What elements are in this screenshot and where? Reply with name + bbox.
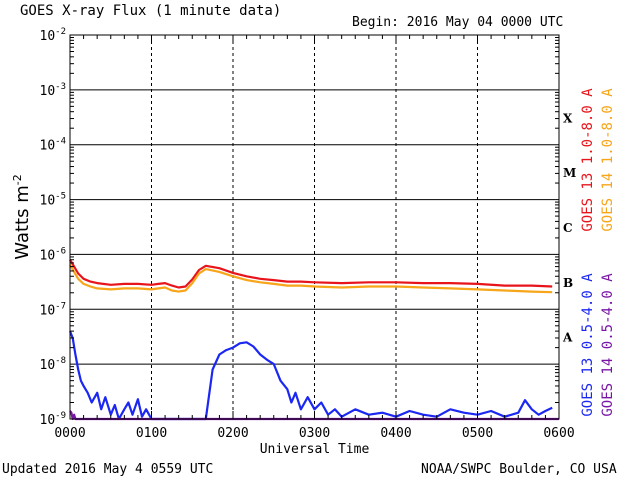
x-tick-label: 0300 bbox=[299, 426, 330, 441]
legend-entry-1: GOES 13 1.0-8.0 A bbox=[580, 88, 596, 232]
y-axis-label: Watts m-2 bbox=[11, 174, 33, 259]
legend-entry-4: GOES 14 0.5-4.0 A bbox=[600, 273, 616, 417]
x-tick-label: 0400 bbox=[380, 426, 411, 441]
legend-entry-3: GOES 13 0.5-4.0 A bbox=[580, 273, 596, 417]
chart-title: GOES X-ray Flux (1 minute data) bbox=[20, 3, 282, 19]
y-tick-label: 10-8 bbox=[40, 356, 67, 373]
y-tick-label: 10-7 bbox=[40, 301, 67, 318]
axes bbox=[69, 34, 560, 420]
axis-labels: 0000 0100 0200 0300 0400 0500 0600 10-2 10-3 10-4… bbox=[11, 27, 616, 457]
series-line-1 bbox=[69, 259, 553, 289]
flare-class-label: X bbox=[563, 111, 573, 125]
x-tick-label: 0000 bbox=[54, 426, 85, 441]
series-lines bbox=[68, 259, 559, 421]
flare-class-label: B bbox=[563, 276, 573, 290]
series-line-2 bbox=[69, 264, 553, 294]
footer-updated: Updated 2016 May 4 0559 UTC bbox=[2, 462, 214, 477]
y-tick-label: 10-5 bbox=[40, 192, 67, 209]
flare-class-label: C bbox=[563, 221, 573, 235]
y-tick-label: 10-3 bbox=[40, 82, 67, 99]
footer-source: NOAA/SWPC Boulder, CO USA bbox=[421, 462, 617, 477]
x-tick-label: 0500 bbox=[462, 426, 493, 441]
y-tick-label: 10-9 bbox=[40, 411, 67, 428]
x-axis-label: Universal Time bbox=[260, 442, 370, 457]
begin-label: Begin: 2016 May 04 0000 UTC bbox=[352, 15, 564, 30]
grid bbox=[70, 34, 559, 420]
series-line-3 bbox=[68, 330, 553, 421]
x-tick-label: 0200 bbox=[217, 426, 248, 441]
y-tick-label: 10-6 bbox=[40, 246, 67, 263]
flare-class-label: M bbox=[563, 166, 576, 180]
y-tick-label: 10-4 bbox=[40, 137, 67, 154]
legend-entry-2: GOES 14 1.0-8.0 A bbox=[600, 88, 616, 232]
flare-class-label: A bbox=[562, 331, 573, 345]
x-tick-label: 0600 bbox=[543, 426, 574, 441]
y-tick-label: 10-2 bbox=[40, 27, 67, 44]
x-tick-label: 0100 bbox=[136, 426, 167, 441]
